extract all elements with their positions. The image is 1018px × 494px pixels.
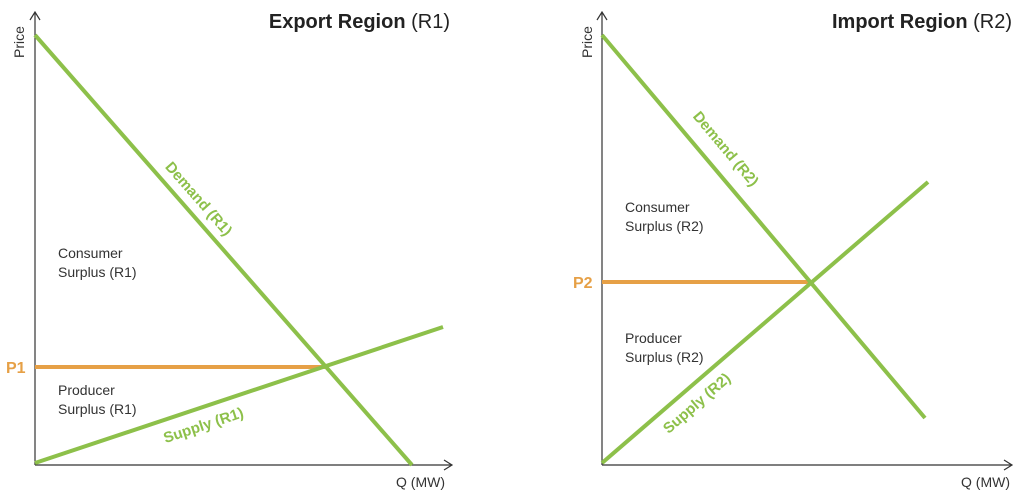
import-panel: Import Region (R2) Price Q (MW) P2 Deman… (573, 10, 1014, 490)
producer-surplus: Producer (58, 382, 115, 398)
axes (29, 10, 454, 471)
supply-curve (600, 180, 930, 465)
consumer-surplus: Surplus (R2) (625, 218, 704, 234)
y-axis-label: Price (11, 26, 27, 58)
consumer-surplus: Consumer (58, 245, 123, 261)
export-panel: Export Region (R1) Price Q (MW) P1 Deman… (6, 10, 454, 490)
producer-surplus: Producer (625, 330, 682, 346)
title-suffix: (R1) (411, 11, 450, 33)
supply-curve (34, 325, 444, 465)
axes (596, 10, 1014, 471)
consumer-surplus: Consumer (625, 199, 690, 215)
supply-label: Supply (R1) (161, 405, 245, 447)
title: Import Region (R2) (832, 11, 1012, 33)
demand-curve (600, 33, 927, 420)
title-main: Export Region (269, 11, 406, 33)
x-axis-label: Q (MW) (961, 474, 1010, 490)
price-label: P2 (573, 275, 593, 292)
price-label: P1 (6, 360, 26, 377)
demand-curve (33, 33, 414, 467)
producer-surplus: Surplus (R1) (58, 401, 137, 417)
y-axis-label: Price (579, 26, 595, 58)
title: Export Region (R1) (269, 11, 450, 33)
producer-surplus: Surplus (R2) (625, 349, 704, 365)
demand-label: Demand (R1) (161, 159, 235, 240)
title-suffix: (R2) (973, 11, 1012, 33)
consumer-surplus: Surplus (R1) (58, 264, 137, 280)
title-main: Import Region (832, 11, 968, 33)
x-axis-label: Q (MW) (396, 474, 445, 490)
